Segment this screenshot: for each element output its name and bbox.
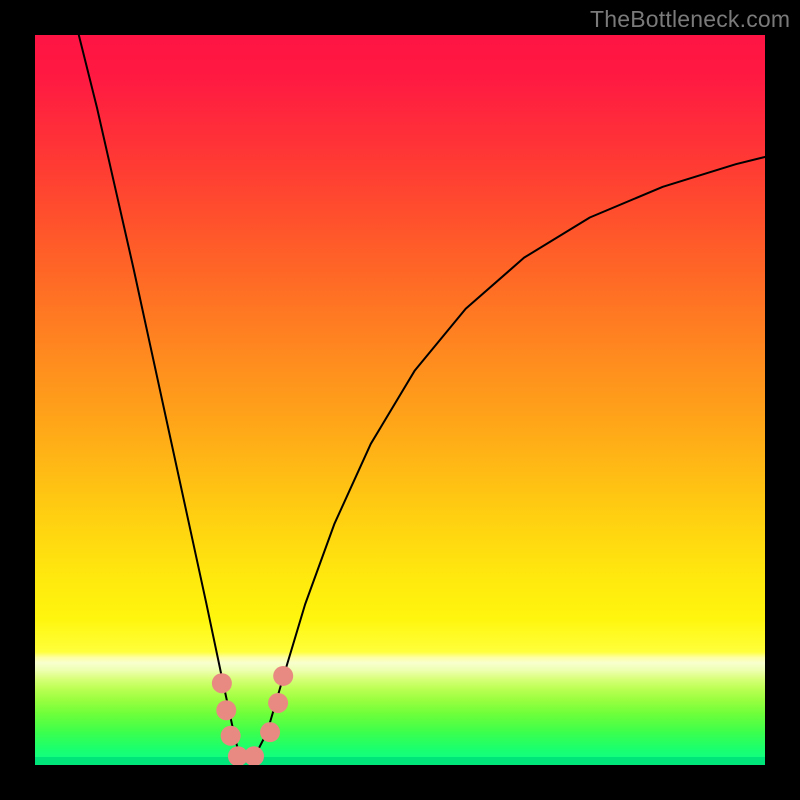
curve-marker [260,722,280,742]
curve-marker [244,746,264,765]
plot-area [35,35,765,765]
bottleneck-curve [79,35,765,758]
curve-marker [212,673,232,693]
curve-marker [221,726,241,746]
watermark-text: TheBottleneck.com [590,6,790,33]
bottom-band [35,757,765,765]
chart-svg [35,35,765,765]
curve-marker [268,693,288,713]
curve-marker [216,700,236,720]
curve-marker [273,666,293,686]
